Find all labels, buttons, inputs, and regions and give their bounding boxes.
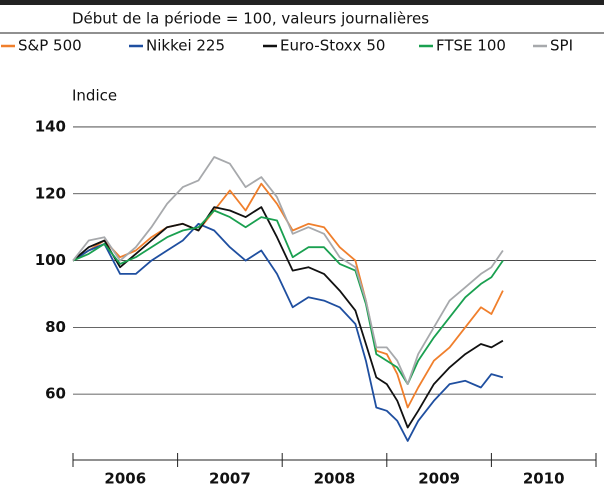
x-tick-label: 2008 [314,470,356,488]
x-tick-label: 2010 [523,470,565,488]
x-tick-label: 2006 [104,470,146,488]
y-tick-label: 140 [35,117,66,135]
legend-label: FTSE 100 [436,37,506,55]
y-tick-label: 60 [45,385,66,403]
y-tick-label: 80 [45,318,66,336]
y-axis-label: Indice [72,87,117,105]
legend-label: SPI [550,37,573,55]
legend-label: Nikkei 225 [146,37,225,55]
x-tick-label: 2007 [209,470,251,488]
top-bar [0,0,604,5]
series-line [72,182,504,409]
legend-label: Euro-Stoxx 50 [280,37,385,55]
series-line [72,222,504,442]
series-line [72,206,504,429]
legend: S&P 500 Nikkei 225 Euro-Stoxx 50 FTSE 100 SP… [1,37,573,55]
series-line [72,156,504,386]
chart-subtitle: Début de la période = 100, valeurs journ… [72,10,429,28]
y-tick-label: 100 [35,251,66,269]
y-tick-label: 120 [35,184,66,202]
x-tick-label: 2009 [418,470,460,488]
legend-label: S&P 500 [18,37,82,55]
series-line [72,209,504,386]
